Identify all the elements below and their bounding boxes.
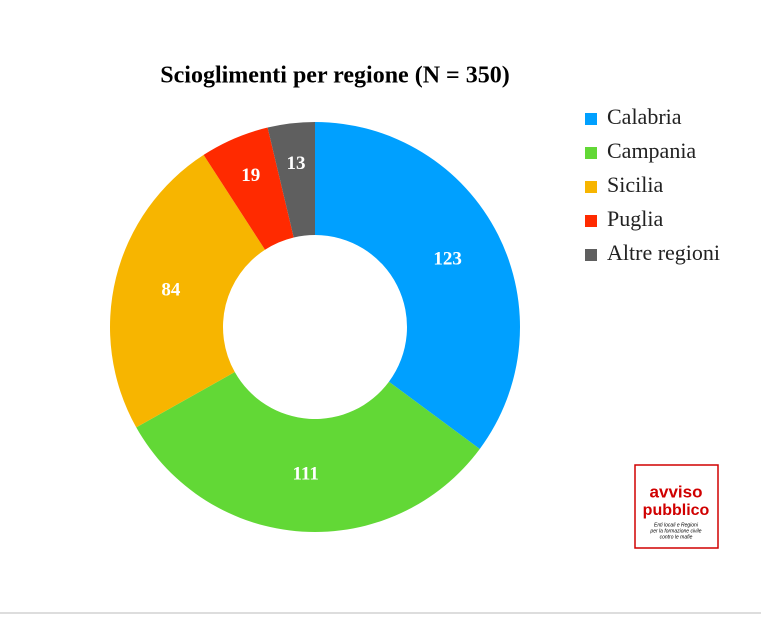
data-label: 123 <box>433 249 462 270</box>
logo-tagline: Enti locali e Regioni <box>654 522 699 528</box>
slice <box>136 372 480 532</box>
data-label: 13 <box>286 153 305 174</box>
logo-word: pubblico <box>643 502 710 519</box>
legend-label: Campania <box>607 138 696 163</box>
legend-swatch <box>585 113 597 125</box>
logo: avviso pubblico Enti locali e Regioni pe… <box>634 464 719 549</box>
slice <box>110 154 266 428</box>
legend-label: Calabria <box>607 104 682 129</box>
legend-swatch <box>585 249 597 261</box>
legend-swatch <box>585 147 597 159</box>
legend-swatch <box>585 215 597 227</box>
logo-word: avviso <box>650 482 703 501</box>
legend-label: Sicilia <box>607 172 663 197</box>
slice <box>315 122 520 449</box>
slice <box>267 122 315 238</box>
data-label: 19 <box>241 165 260 186</box>
legend-swatch <box>585 181 597 193</box>
data-label: 84 <box>161 280 181 301</box>
logo-tagline: per la formazione civile <box>649 528 701 534</box>
data-label: 111 <box>292 464 318 485</box>
logo-box <box>634 464 719 549</box>
logo-tagline: contro le mafie <box>660 534 693 540</box>
legend-label: Altre regioni <box>607 240 720 265</box>
chart-title: Scioglimenti per regione (N = 350) <box>160 63 509 89</box>
legend-label: Puglia <box>607 206 663 231</box>
slice <box>203 127 294 250</box>
